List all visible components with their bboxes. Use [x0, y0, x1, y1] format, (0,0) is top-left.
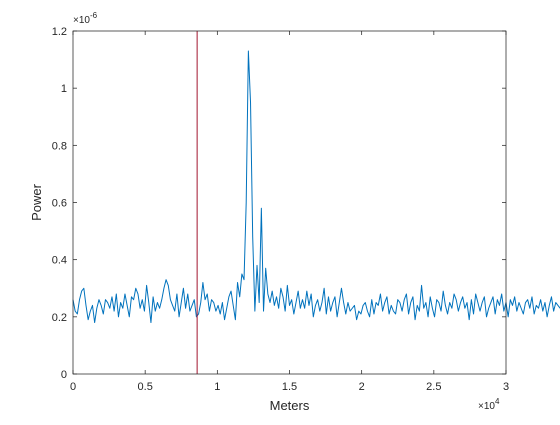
y-tick-label: 1: [61, 83, 67, 95]
y-exponent-base: ×10: [73, 15, 90, 26]
x-tick-label: 1: [214, 381, 220, 393]
y-axis-label: Power: [29, 183, 44, 221]
axes-background: [73, 31, 506, 374]
y-exponent-power: -6: [90, 11, 98, 20]
x-exponent-power: 4: [495, 397, 500, 406]
y-tick-label: 0.4: [52, 255, 67, 267]
x-tick-label: 2: [359, 381, 365, 393]
y-tick-label: 1.2: [52, 26, 67, 38]
series-line-0: [72, 50, 560, 324]
y-tick-label: 0: [61, 369, 67, 381]
x-exponent-label: ×104: [478, 397, 500, 412]
x-axis-label: Meters: [270, 398, 310, 413]
x-exponent-base: ×10: [478, 401, 495, 412]
x-tick-label: 2.5: [426, 381, 441, 393]
x-tick-label: 0: [70, 381, 76, 393]
y-tick-label: 0.6: [52, 198, 67, 210]
x-tick-label: 1.5: [282, 381, 297, 393]
y-tick-label: 0.2: [52, 312, 67, 324]
y-exponent-label: ×10-6: [73, 11, 98, 26]
x-tick-label: 3: [503, 381, 509, 393]
y-tick-label: 0.8: [52, 140, 67, 152]
x-tick-label: 0.5: [138, 381, 153, 393]
